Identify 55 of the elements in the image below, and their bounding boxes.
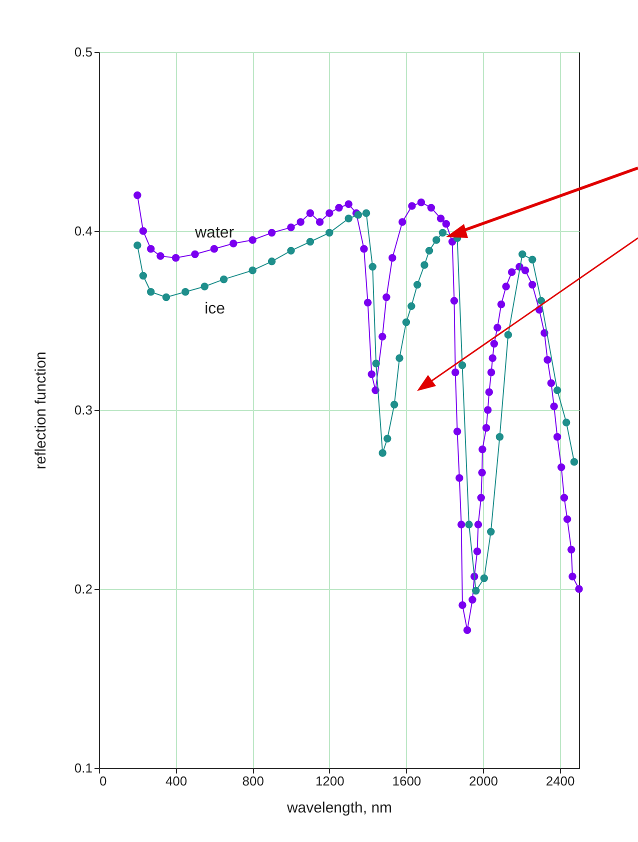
point (487, 528, 495, 536)
point (528, 256, 536, 264)
point (384, 434, 392, 443)
y-tick-label: 0.3 (74, 402, 92, 418)
point (368, 262, 376, 271)
point (362, 209, 370, 217)
point (562, 418, 570, 426)
series-label: ice (204, 300, 226, 318)
x-tick-label: 400 (165, 774, 188, 788)
point (518, 250, 526, 258)
point (248, 266, 256, 274)
point (344, 214, 352, 222)
x-tick-label: 800 (242, 774, 264, 788)
point (326, 228, 334, 237)
y-tick-label: 0.5 (74, 44, 92, 60)
y-tick-label: 0.1 (74, 760, 92, 776)
point (220, 275, 228, 284)
point (553, 386, 562, 394)
point (570, 458, 578, 466)
point (146, 288, 155, 296)
point (182, 288, 190, 296)
point (420, 261, 428, 269)
y-tick-label: 0.4 (74, 224, 92, 238)
point (372, 360, 380, 368)
point (413, 280, 422, 289)
point (390, 400, 398, 408)
series-label: water (194, 224, 235, 242)
point (162, 293, 170, 302)
point (268, 258, 276, 266)
point (432, 236, 440, 244)
point (504, 330, 512, 339)
point (139, 272, 148, 280)
y-tick-label: 0.2 (74, 582, 92, 596)
point (425, 246, 434, 255)
point (465, 520, 473, 528)
y-axis-title: reflection function (32, 352, 50, 470)
point (472, 586, 480, 595)
point (306, 238, 314, 246)
point (480, 574, 488, 582)
point (496, 432, 504, 441)
x-tick-label: 2400 (546, 774, 575, 788)
point (396, 354, 404, 362)
x-axis-title: wavelength, nm (286, 800, 392, 816)
x-tick-label: 0 (100, 774, 107, 788)
x-tick-label: 1200 (315, 774, 344, 788)
point (402, 318, 410, 326)
point (378, 449, 386, 457)
point (458, 361, 466, 370)
x-tick-label: 1600 (392, 774, 422, 788)
point (134, 241, 142, 250)
point (200, 282, 208, 290)
point (287, 246, 295, 255)
point (438, 228, 447, 237)
x-tick-label: 2000 (469, 774, 498, 788)
point (408, 302, 416, 310)
